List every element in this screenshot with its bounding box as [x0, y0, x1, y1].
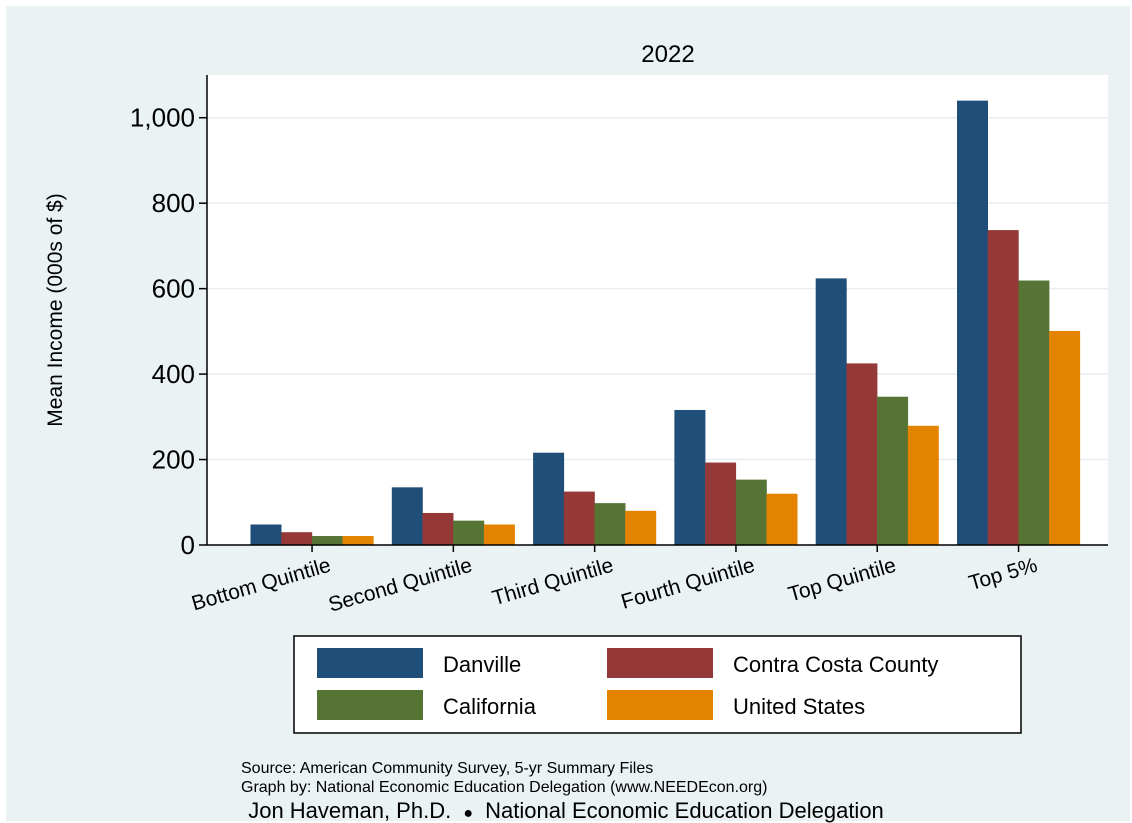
- legend-swatch: [317, 648, 423, 678]
- x-tick-label: Fourth Quintile: [619, 554, 758, 614]
- bar: [250, 524, 282, 545]
- footer-credit: Jon Haveman, Ph.D. ● National Economic E…: [248, 798, 884, 823]
- legend-items: Danville Contra Costa County California Uni…: [317, 648, 938, 720]
- bar: [391, 487, 423, 545]
- bar: [815, 278, 847, 545]
- y-axis-label: Mean Income (000s of $): [44, 193, 67, 426]
- bar: [907, 425, 939, 545]
- footer-org: National Economic Education Delegation: [485, 798, 884, 823]
- chart-title: 2022: [641, 41, 694, 68]
- legend-swatch: [317, 690, 423, 720]
- bar: [957, 100, 988, 546]
- bar: [594, 503, 626, 545]
- footer-separator-icon: ●: [463, 805, 473, 822]
- bar: [1049, 330, 1081, 545]
- y-tick-label: 600: [152, 274, 195, 304]
- x-tick-label: Second Quintile: [326, 554, 475, 617]
- bar: [987, 230, 1019, 545]
- footer-author: Jon Haveman, Ph.D.: [248, 798, 451, 823]
- bars: [250, 100, 1081, 546]
- bar: [846, 363, 878, 545]
- bar: [674, 409, 706, 545]
- x-tick-label: Third Quintile: [490, 554, 616, 611]
- bar: [453, 520, 485, 545]
- legend-label: United States: [733, 694, 865, 719]
- x-tick-label: Top 5%: [966, 554, 1040, 595]
- bar: [735, 479, 767, 545]
- legend-label: California: [443, 694, 537, 719]
- x-tick-label: Top Quintile: [786, 554, 899, 607]
- bar: [877, 396, 909, 545]
- y-tick-label: 400: [152, 359, 195, 389]
- y-tick-label: 0: [181, 530, 195, 560]
- bar: [1018, 280, 1050, 545]
- y-ticks: 0 200 400 600 800 1,000: [130, 103, 207, 560]
- bar: [533, 452, 565, 545]
- legend-swatch: [607, 690, 713, 720]
- bar: [563, 491, 595, 545]
- bar: [625, 510, 657, 545]
- source-note: Source: American Community Survey, 5-yr …: [241, 760, 653, 777]
- bar: [281, 532, 313, 545]
- y-tick-label: 1,000: [130, 103, 195, 133]
- x-tick-label: Bottom Quintile: [189, 554, 333, 616]
- bar: [311, 536, 343, 545]
- bar: [705, 462, 737, 545]
- bar: [342, 536, 374, 545]
- y-tick-label: 800: [152, 188, 195, 218]
- graph-by-note: Graph by: National Economic Education De…: [241, 779, 767, 796]
- bar: [422, 512, 454, 545]
- bar: [766, 493, 798, 545]
- legend-label: Contra Costa County: [733, 652, 938, 677]
- legend-label: Danville: [443, 652, 521, 677]
- y-tick-label: 200: [152, 445, 195, 475]
- legend-swatch: [607, 648, 713, 678]
- bar: [483, 524, 515, 545]
